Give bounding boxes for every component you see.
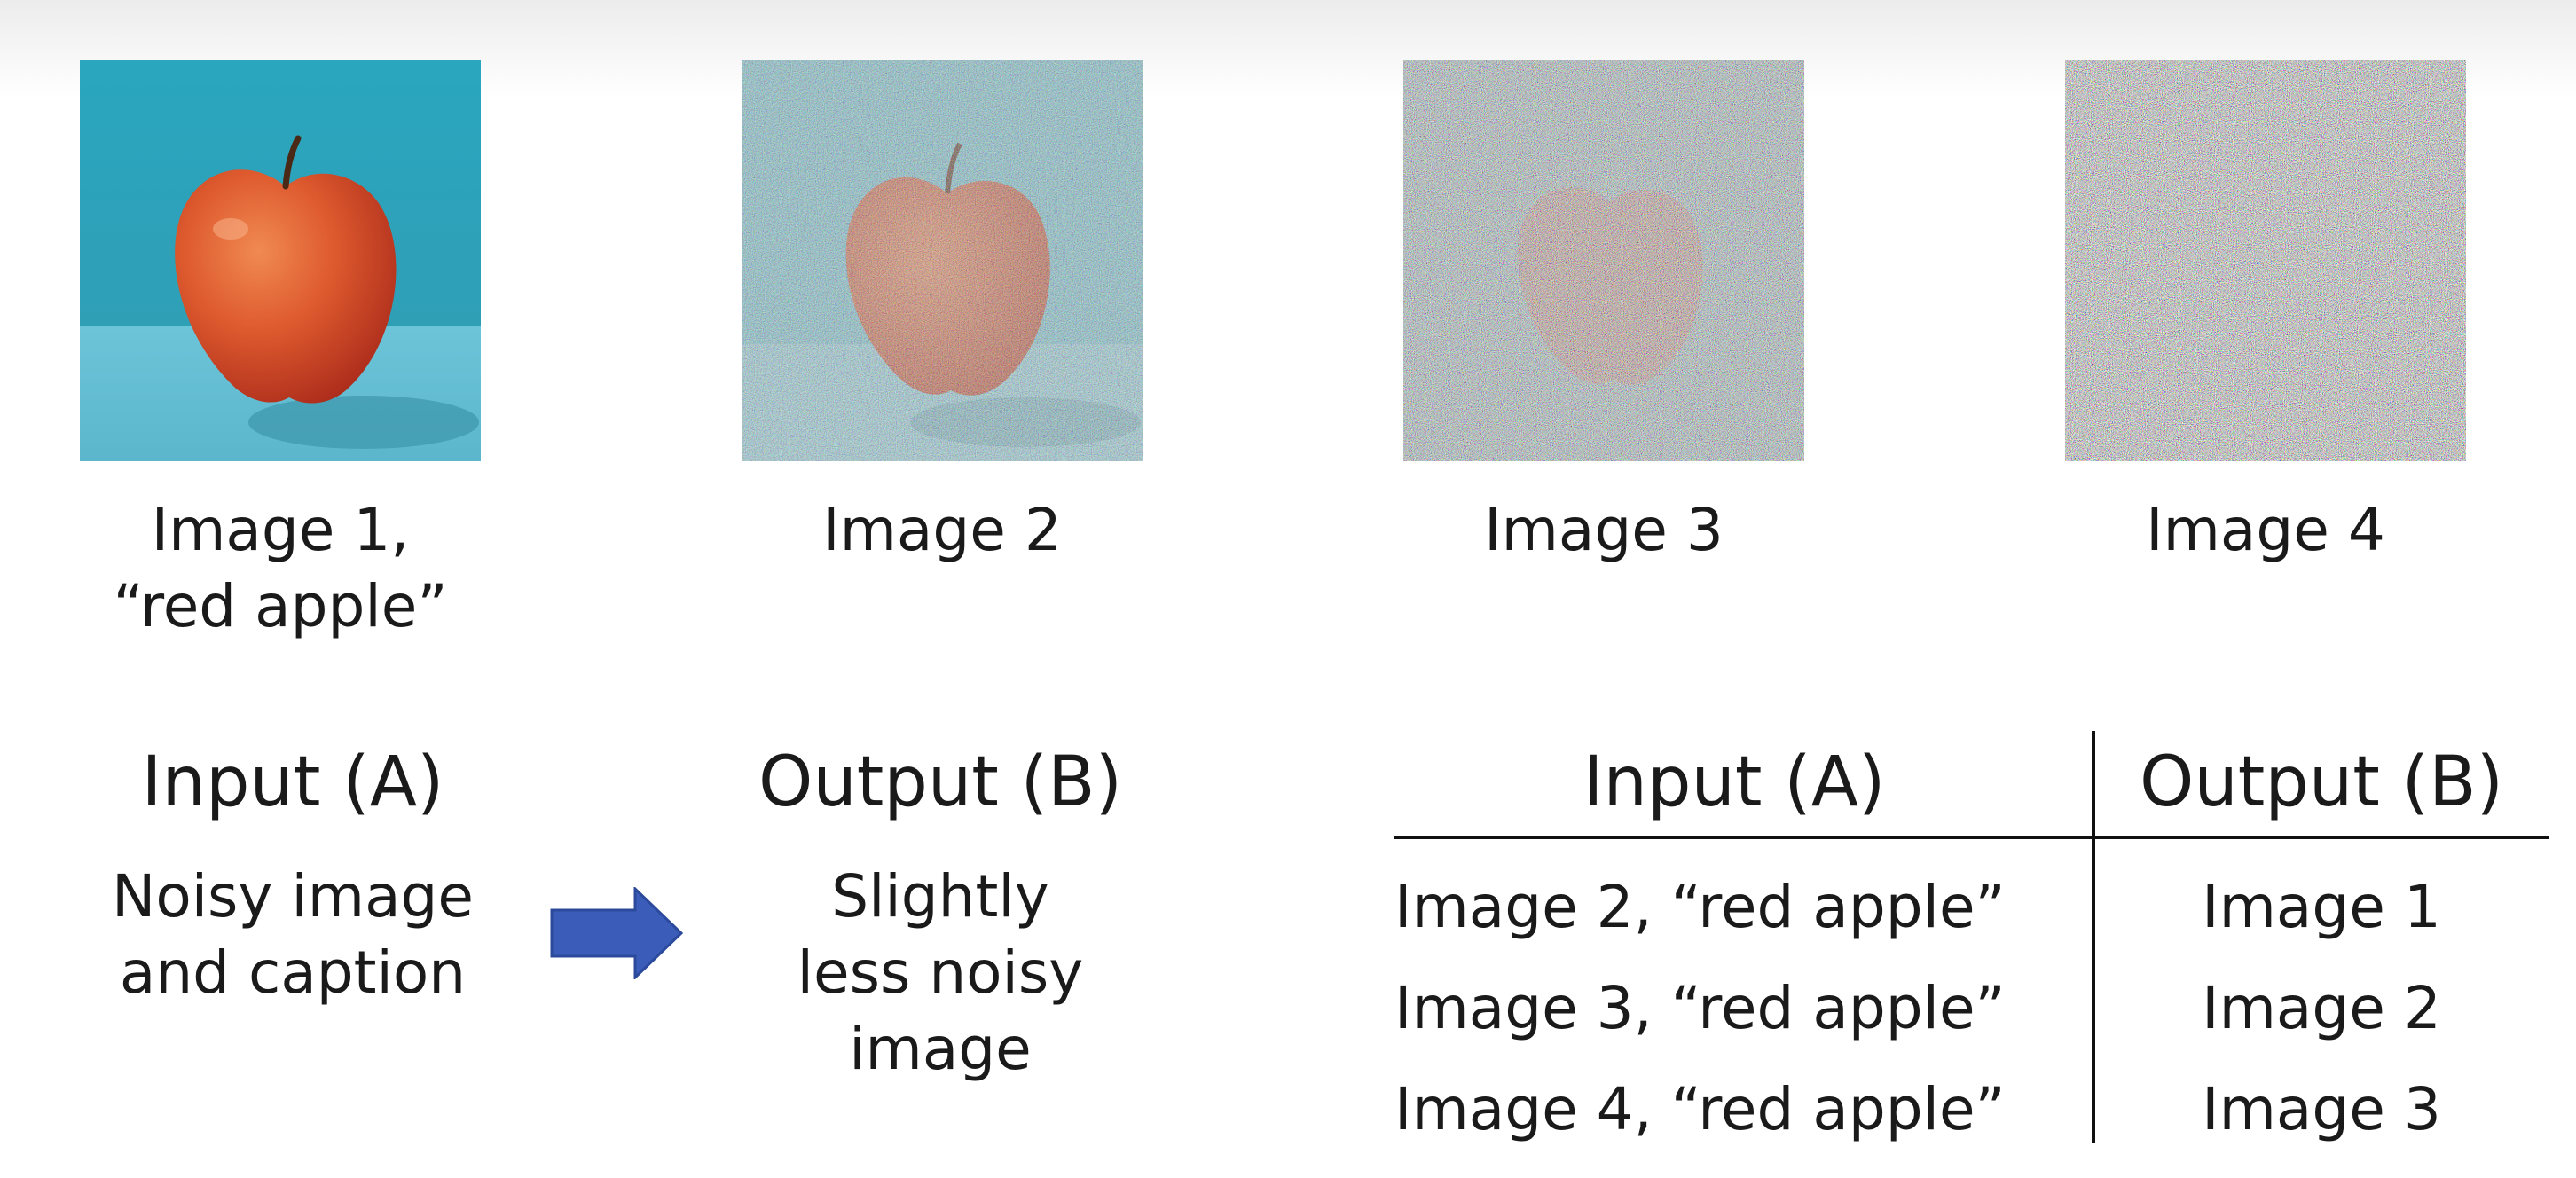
- output-description-line3: image: [849, 1015, 1032, 1083]
- apple-illustration: [80, 60, 481, 461]
- input-description: Noisy image and caption: [35, 859, 550, 1011]
- table-header-input: Input (A): [1583, 742, 1886, 822]
- noisy-apple-illustration: [742, 60, 1143, 461]
- image-3-very-noisy-apple: [1403, 60, 1804, 461]
- input-description-line1: Noisy image: [111, 862, 475, 931]
- table-row-2-input: Image 3, “red apple”: [1394, 974, 2006, 1042]
- image-1-clean-apple: [80, 60, 481, 461]
- output-description: Slightly less noisy image: [710, 859, 1171, 1088]
- table-row-3-input: Image 4, “red apple”: [1394, 1075, 2006, 1143]
- output-description-line1: Slightly: [831, 862, 1049, 931]
- table-row-1-input: Image 2, “red apple”: [1394, 873, 2006, 941]
- right-arrow-icon: [550, 887, 684, 979]
- image-4-label: Image 4: [2146, 496, 2385, 564]
- pure-noise-illustration: [2065, 60, 2466, 461]
- input-heading: Input (A): [141, 742, 444, 822]
- image-1-label: Image 1, “red apple”: [80, 492, 481, 645]
- table-column-divider: [2092, 731, 2095, 1143]
- table-header-output: Output (B): [2139, 742, 2504, 822]
- output-description-line2: less noisy: [797, 938, 1084, 1007]
- image-4-pure-noise: [2065, 60, 2466, 461]
- table-header-divider: [1394, 836, 2549, 839]
- image-2-noisy-apple: [742, 60, 1143, 461]
- table-row-1-output: Image 1: [2202, 873, 2441, 941]
- image-1-label-line1: Image 1,: [151, 496, 410, 564]
- image-2-label: Image 2: [822, 496, 1062, 564]
- table-row-3-output: Image 3: [2202, 1075, 2441, 1143]
- table-row-2-output: Image 2: [2202, 974, 2441, 1042]
- very-noisy-apple-illustration: [1403, 60, 1804, 461]
- image-1-label-line2: “red apple”: [113, 572, 448, 640]
- input-description-line2: and caption: [119, 938, 467, 1007]
- output-heading: Output (B): [758, 742, 1123, 822]
- image-3-label: Image 3: [1484, 496, 1724, 564]
